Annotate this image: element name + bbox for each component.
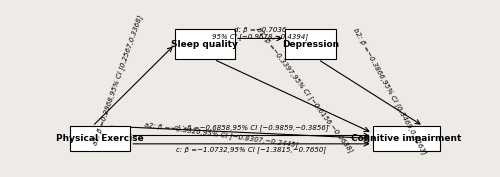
Text: Physical Exercise: Physical Exercise	[56, 134, 144, 143]
Text: c: β =−1.0732,95% CI [−1.3815,−0.7650]: c: β =−1.0732,95% CI [−1.3815,−0.7650]	[176, 146, 326, 153]
FancyBboxPatch shape	[372, 126, 440, 151]
Text: a2: β =−0.5326,95% CI [−0.8307,−0.2445]: a2: β =−0.5326,95% CI [−0.8307,−0.2445]	[144, 122, 298, 149]
Text: b1: β =−0.3397,95% CI [−0.6156,−0.0638]: b1: β =−0.3397,95% CI [−0.6156,−0.0638]	[256, 25, 354, 153]
Text: Depression: Depression	[282, 40, 339, 49]
Text: 95% CI [−0.9678,−0.4394]: 95% CI [−0.9678,−0.4394]	[212, 34, 308, 40]
Text: a1: β =0.2968,95% CI [0.2567,0.3368]: a1: β =0.2968,95% CI [0.2567,0.3368]	[92, 14, 144, 146]
Text: c’ : β =−0.6858,95% CI [−0.9859,−0.3856]: c’ : β =−0.6858,95% CI [−0.9859,−0.3856]	[174, 125, 328, 131]
Text: d: β =−0.7036: d: β =−0.7036	[234, 27, 286, 33]
FancyBboxPatch shape	[286, 29, 336, 59]
Text: b2: β =−0.3866,95% CI [0.3469,0.4263]: b2: β =−0.3866,95% CI [0.3469,0.4263]	[352, 27, 428, 156]
Text: Cognitive impairment: Cognitive impairment	[351, 134, 462, 143]
FancyBboxPatch shape	[70, 126, 130, 151]
FancyBboxPatch shape	[175, 29, 235, 59]
Text: Sleep quality: Sleep quality	[172, 40, 238, 49]
